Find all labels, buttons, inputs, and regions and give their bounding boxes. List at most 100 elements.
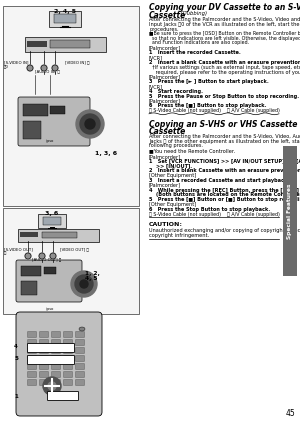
Text: After connecting the Palmcorder and the S-Video, Video, Audio Output: After connecting the Palmcorder and the … [149,134,300,139]
Text: >> [IN/OUT].: >> [IN/OUT]. [149,164,192,169]
FancyBboxPatch shape [64,340,73,346]
Bar [50,106,65,114]
Text: 5   Press the [■] Button or [■] Button to stop recording.: 5 Press the [■] Button or [■] Button to … [149,197,300,202]
Text: Cassette: Cassette [149,11,186,20]
FancyBboxPatch shape [76,379,85,385]
Text: 1, 3, 6: 1, 3, 6 [95,151,117,156]
FancyBboxPatch shape [25,36,106,51]
FancyBboxPatch shape [64,332,73,338]
Text: Input Jacks ␰0 of the VCR as illustrated on the left, start the following: Input Jacks ␰0 of the VCR as illustrated… [149,22,300,27]
Text: [VIDEO IN] Ⓑ: [VIDEO IN] Ⓑ [65,60,89,64]
FancyBboxPatch shape [64,355,73,362]
Circle shape [52,65,58,71]
Text: [VIDEO OUT] Ⓑ: [VIDEO OUT] Ⓑ [60,247,89,251]
FancyBboxPatch shape [76,371,85,377]
Text: [S-VIDEO IN]: [S-VIDEO IN] [4,60,28,64]
Circle shape [80,114,100,134]
Bar [54,14,76,23]
Text: [AUDIO IN] Ⓑ: [AUDIO IN] Ⓑ [35,69,60,73]
FancyBboxPatch shape [40,379,49,385]
FancyBboxPatch shape [28,340,37,346]
Text: 2   Insert a blank Cassette with an erasure prevention tab.: 2 Insert a blank Cassette with an erasur… [149,60,300,65]
FancyBboxPatch shape [52,355,61,362]
FancyBboxPatch shape [40,355,49,362]
Text: so that no Indications are left visible. Otherwise, the displayed tape counter: so that no Indications are left visible.… [149,36,300,41]
Bar [21,281,37,295]
FancyBboxPatch shape [64,348,73,354]
Text: Ⓐ S-Video Cable (not supplied)    Ⓑ A/V Cable (supplied): Ⓐ S-Video Cable (not supplied) Ⓑ A/V Cab… [149,212,280,217]
Text: 6   Press the Stop Button to stop playback.: 6 Press the Stop Button to stop playback… [149,207,270,212]
Circle shape [71,271,97,297]
Text: and Function indications are also copied.: and Function indications are also copied… [149,40,249,45]
FancyBboxPatch shape [52,371,61,377]
Text: 1   Insert the recorded Cassette.: 1 Insert the recorded Cassette. [149,50,241,56]
Text: [Palmcorder]: [Palmcorder] [149,74,181,79]
FancyBboxPatch shape [40,348,49,354]
Text: 2   Insert a blank Cassette with an erasure prevention slider.: 2 Insert a blank Cassette with an erasur… [149,168,300,173]
FancyBboxPatch shape [64,379,73,385]
Text: Jacks Ⓒ of the other equipment as illustrated on the left, start the: Jacks Ⓒ of the other equipment as illust… [149,139,300,144]
FancyBboxPatch shape [52,363,61,369]
Text: copyright infringement.: copyright infringement. [149,233,209,238]
FancyBboxPatch shape [17,229,98,242]
Circle shape [41,65,47,71]
Text: 2, 4, 5: 2, 4, 5 [54,9,76,14]
FancyBboxPatch shape [38,214,66,228]
Text: Ⓐ S-Video Cable (not supplied)    Ⓑ A/V Cable (supplied): Ⓐ S-Video Cable (not supplied) Ⓑ A/V Cab… [149,108,280,113]
Text: CAUTION:: CAUTION: [149,223,183,227]
FancyBboxPatch shape [76,332,85,338]
Text: [VCR]: [VCR] [149,55,163,60]
FancyBboxPatch shape [28,371,37,377]
Text: required, please refer to the operating instructions of your VCR.: required, please refer to the operating … [149,70,300,75]
FancyBboxPatch shape [52,379,61,385]
Circle shape [48,382,56,390]
Text: 1   Set [VCR FUNCTIONS] >> [AV IN/OUT SETUP] >> [AV JACK]: 1 Set [VCR FUNCTIONS] >> [AV IN/OUT SETU… [149,159,300,164]
Text: [Palmcorder]: [Palmcorder] [149,98,181,103]
Circle shape [75,275,93,293]
Text: [Other Equipment]: [Other Equipment] [149,173,196,178]
FancyBboxPatch shape [28,363,37,369]
Circle shape [39,253,45,259]
Text: Ⓓ: Ⓓ [4,251,6,255]
FancyBboxPatch shape [283,146,297,276]
Text: 1: 1 [14,393,18,399]
FancyBboxPatch shape [76,348,85,354]
Bar [23,121,41,139]
FancyBboxPatch shape [47,391,79,401]
FancyBboxPatch shape [16,260,82,302]
FancyBboxPatch shape [28,355,37,362]
Text: Cassette: Cassette [149,127,186,136]
FancyBboxPatch shape [28,379,37,385]
Bar [3,6,139,206]
Text: (Dubbing): (Dubbing) [179,11,207,16]
Circle shape [76,110,104,138]
Text: i̲ᴅsᴅ: i̲ᴅsᴅ [46,138,54,142]
FancyBboxPatch shape [64,371,73,377]
Text: [Palmcorder]: [Palmcorder] [149,183,181,188]
Text: Copying your DV Cassette to an S-VHS or VHS: Copying your DV Cassette to an S-VHS or … [149,3,300,12]
Bar [44,267,56,274]
FancyBboxPatch shape [28,332,37,338]
Text: 5   Press the Pause or Stop Button to stop recording.: 5 Press the Pause or Stop Button to stop… [149,94,299,99]
Text: procedures.: procedures. [149,27,178,32]
Text: 1, 2,
4, 5: 1, 2, 4, 5 [85,271,100,282]
FancyBboxPatch shape [28,348,37,354]
FancyBboxPatch shape [52,348,61,354]
FancyBboxPatch shape [40,363,49,369]
FancyBboxPatch shape [49,11,81,27]
FancyBboxPatch shape [76,363,85,369]
Bar [50,40,90,48]
Circle shape [80,280,88,288]
Bar [3,208,139,314]
Text: 4   Start recording.: 4 Start recording. [149,89,203,94]
Text: Unauthorized exchanging and/or copying of copyrighted recordings may be: Unauthorized exchanging and/or copying o… [149,228,300,233]
Text: Special Features: Special Features [287,183,292,239]
Text: [Palmcorder]: [Palmcorder] [149,46,181,50]
Text: 6   Press the [■] Button to stop playback.: 6 Press the [■] Button to stop playback. [149,103,266,108]
Text: †If various settings (such as external input, tape speed, etc.) are: †If various settings (such as external i… [149,65,300,70]
Circle shape [85,119,95,129]
Text: [Palmcorder]: [Palmcorder] [149,154,181,159]
Text: Copying an S-VHS or VHS Cassette to your DV: Copying an S-VHS or VHS Cassette to your… [149,120,300,129]
Ellipse shape [79,327,85,331]
Text: 3   Press the [► ] Button to start playback.: 3 Press the [► ] Button to start playbac… [149,79,269,84]
